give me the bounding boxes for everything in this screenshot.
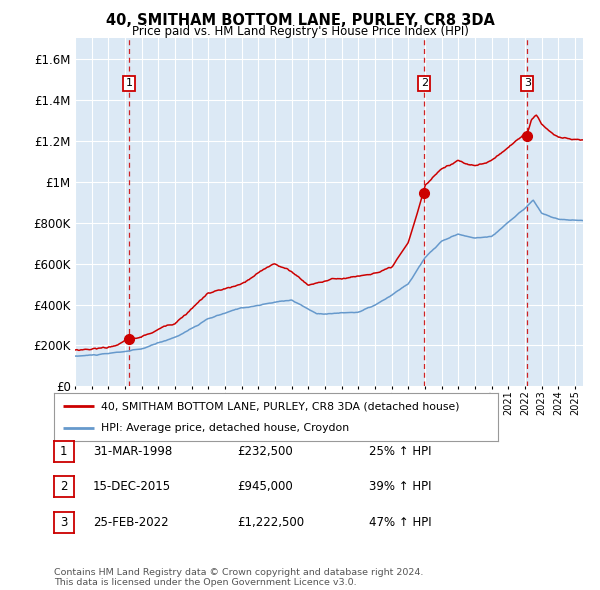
Text: 39% ↑ HPI: 39% ↑ HPI bbox=[369, 480, 431, 493]
Text: 40, SMITHAM BOTTOM LANE, PURLEY, CR8 3DA: 40, SMITHAM BOTTOM LANE, PURLEY, CR8 3DA bbox=[106, 13, 494, 28]
Text: 3: 3 bbox=[60, 516, 68, 529]
Text: 1: 1 bbox=[60, 445, 68, 458]
Text: 2: 2 bbox=[421, 78, 428, 88]
Text: Price paid vs. HM Land Registry's House Price Index (HPI): Price paid vs. HM Land Registry's House … bbox=[131, 25, 469, 38]
Text: 40, SMITHAM BOTTOM LANE, PURLEY, CR8 3DA (detached house): 40, SMITHAM BOTTOM LANE, PURLEY, CR8 3DA… bbox=[101, 401, 459, 411]
Text: 2: 2 bbox=[60, 480, 68, 493]
Text: 1: 1 bbox=[125, 78, 133, 88]
Text: HPI: Average price, detached house, Croydon: HPI: Average price, detached house, Croy… bbox=[101, 423, 349, 433]
Text: 25-FEB-2022: 25-FEB-2022 bbox=[93, 516, 169, 529]
Text: 3: 3 bbox=[524, 78, 531, 88]
Text: 25% ↑ HPI: 25% ↑ HPI bbox=[369, 445, 431, 458]
Text: Contains HM Land Registry data © Crown copyright and database right 2024.
This d: Contains HM Land Registry data © Crown c… bbox=[54, 568, 424, 587]
Text: £945,000: £945,000 bbox=[237, 480, 293, 493]
Text: 31-MAR-1998: 31-MAR-1998 bbox=[93, 445, 172, 458]
Text: 15-DEC-2015: 15-DEC-2015 bbox=[93, 480, 171, 493]
Text: £232,500: £232,500 bbox=[237, 445, 293, 458]
Text: 47% ↑ HPI: 47% ↑ HPI bbox=[369, 516, 431, 529]
Text: £1,222,500: £1,222,500 bbox=[237, 516, 304, 529]
